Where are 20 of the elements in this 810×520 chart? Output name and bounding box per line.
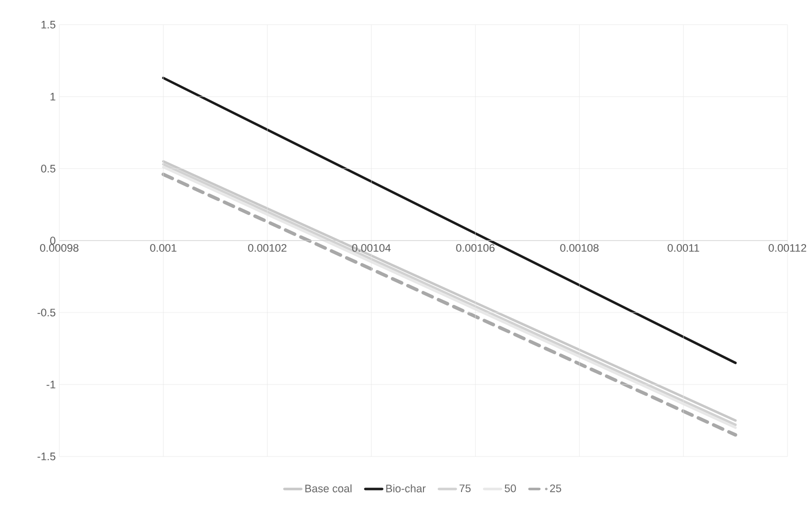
y-tick-label: -1.5	[38, 452, 56, 460]
y-tick-label: 1.5	[42, 21, 56, 29]
x-tick-label: 0.00102	[248, 244, 286, 252]
x-tick-label: 0.00108	[560, 244, 599, 252]
x-tick-label: 0.00112	[768, 244, 806, 252]
y-tick-label: 1	[50, 93, 56, 101]
x-tick-label: 0.00104	[352, 244, 391, 252]
y-tick-label: -1	[46, 380, 56, 388]
x-tick-label: 0.0011	[668, 244, 700, 252]
legend-label: 75	[460, 484, 471, 492]
y-tick-label: -0.5	[38, 308, 56, 317]
legend-label: Base coal	[305, 484, 352, 492]
legend-label: Bio-char	[386, 484, 426, 492]
x-tick-label: 0.001	[150, 244, 176, 252]
legend-label: 50	[504, 484, 516, 492]
y-tick-label: 0	[50, 236, 56, 245]
x-tick-label: 0.00106	[456, 244, 495, 252]
y-tick-label: 0.5	[41, 164, 56, 173]
legend-label: 25	[550, 484, 562, 492]
x-tick-label: 0.00098	[40, 244, 78, 252]
